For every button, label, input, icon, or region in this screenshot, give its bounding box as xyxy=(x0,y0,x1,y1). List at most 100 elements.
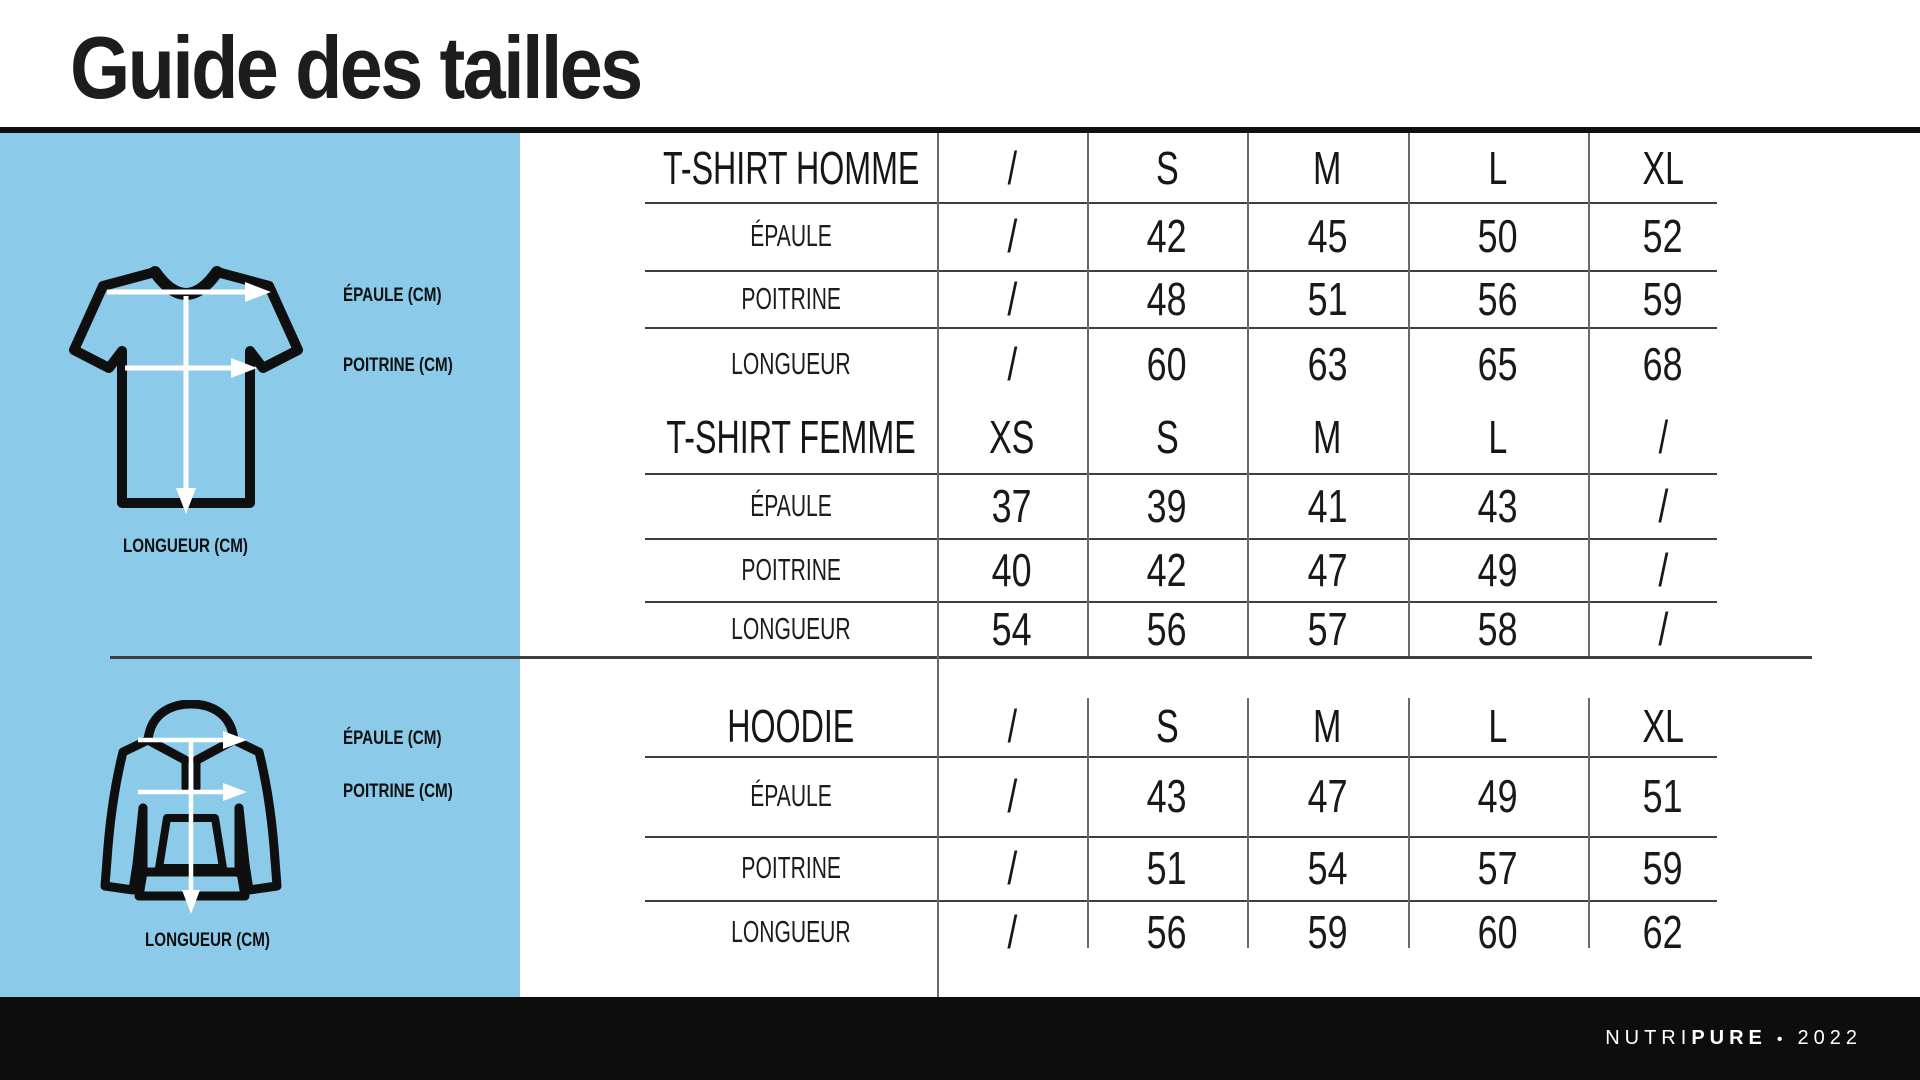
row-divider xyxy=(645,473,1717,475)
size-value: / xyxy=(1007,210,1017,262)
measure-name: POITRINE xyxy=(741,280,841,316)
column-divider xyxy=(1588,133,1590,656)
table-header-row: T-SHIRT FEMME XS S M L / xyxy=(520,400,1920,473)
table-row: LONGUEUR / 56 59 60 62 xyxy=(520,900,1920,964)
size-value: 49 xyxy=(1478,770,1518,822)
row-divider xyxy=(645,538,1717,540)
table-row: LONGUEUR / 60 63 65 68 xyxy=(520,327,1920,400)
measure-name: ÉPAULE xyxy=(750,218,832,253)
size-header: S xyxy=(1155,410,1179,463)
size-value: 54 xyxy=(992,602,1032,655)
size-value: 56 xyxy=(1147,602,1187,655)
size-header: XS xyxy=(989,410,1035,463)
column-divider xyxy=(1588,698,1590,948)
column-divider xyxy=(1408,133,1410,656)
size-header: / xyxy=(1658,410,1668,463)
hoodie-longueur-label: LONGUEUR (CM) xyxy=(145,930,270,951)
table-row: POITRINE 40 42 47 49 / xyxy=(520,538,1920,601)
size-header: L xyxy=(1488,141,1508,194)
measure-name: LONGUEUR xyxy=(731,345,851,381)
size-value: 58 xyxy=(1478,602,1518,655)
size-value: 52 xyxy=(1643,210,1683,262)
brand-wordmark: NUTRIPURE • 2022 xyxy=(1605,1027,1862,1050)
section-title: T-SHIRT HOMME xyxy=(662,141,920,194)
section-title: HOODIE xyxy=(727,700,855,752)
size-value: 48 xyxy=(1147,272,1187,325)
tshirt-epaule-label: ÉPAULE (CM) xyxy=(343,285,442,306)
table-section-tshirt-homme: T-SHIRT HOMME / S M L XL ÉPAULE / 42 45 … xyxy=(520,133,1920,400)
size-value: 63 xyxy=(1307,337,1348,390)
size-value: / xyxy=(1007,337,1017,390)
table-row: ÉPAULE 37 39 41 43 / xyxy=(520,473,1920,538)
size-value: / xyxy=(1658,543,1668,596)
row-divider xyxy=(645,327,1717,329)
footer-bar: NUTRIPURE • 2022 xyxy=(0,997,1920,1080)
column-divider xyxy=(1247,133,1249,656)
row-divider xyxy=(645,202,1717,204)
size-header: / xyxy=(1007,700,1017,752)
bullet-separator: • xyxy=(1776,1031,1788,1048)
size-value: 62 xyxy=(1643,906,1683,958)
measure-name: LONGUEUR xyxy=(731,914,851,949)
size-value: 47 xyxy=(1307,770,1348,822)
row-divider xyxy=(645,270,1717,272)
section-title: T-SHIRT FEMME xyxy=(666,410,916,463)
page-title: Guide des tailles xyxy=(70,18,643,117)
size-value: 68 xyxy=(1643,337,1683,390)
table-header-row: HOODIE / S M L XL xyxy=(520,696,1920,756)
hoodie-illustration xyxy=(100,700,282,914)
column-divider xyxy=(1408,698,1410,948)
size-value: 49 xyxy=(1478,543,1518,596)
row-divider xyxy=(645,601,1717,603)
table-row: POITRINE / 48 51 56 59 xyxy=(520,270,1920,327)
size-value: / xyxy=(1007,906,1017,958)
size-header: M xyxy=(1313,700,1342,752)
size-header: M xyxy=(1313,141,1342,194)
table-row: POITRINE / 51 54 57 59 xyxy=(520,836,1920,900)
measure-name: POITRINE xyxy=(741,850,841,885)
size-value: 43 xyxy=(1147,770,1187,822)
size-header: XL xyxy=(1642,700,1684,752)
size-value: 47 xyxy=(1307,543,1348,596)
size-value: 51 xyxy=(1307,272,1348,325)
table-row: ÉPAULE / 43 47 49 51 xyxy=(520,756,1920,836)
size-value: 60 xyxy=(1478,906,1518,958)
brand-regular: NUTRI xyxy=(1605,1027,1692,1049)
size-value: 51 xyxy=(1643,770,1683,822)
size-value: 56 xyxy=(1147,906,1187,958)
size-header: S xyxy=(1155,700,1179,752)
tshirt-poitrine-label: POITRINE (CM) xyxy=(343,355,453,376)
size-value: 65 xyxy=(1478,337,1518,390)
hoodie-epaule-label: ÉPAULE (CM) xyxy=(343,728,442,749)
size-value: 60 xyxy=(1147,337,1187,390)
size-value: 59 xyxy=(1643,842,1683,894)
size-header: M xyxy=(1313,410,1342,463)
measure-name: POITRINE xyxy=(741,551,841,587)
size-value: / xyxy=(1658,479,1668,532)
illustration-panel: ÉPAULE (CM) POITRINE (CM) LONGUEUR (CM) xyxy=(0,133,520,997)
size-value: 45 xyxy=(1307,210,1348,262)
table-section-tshirt-femme: T-SHIRT FEMME XS S M L / ÉPAULE 37 39 41… xyxy=(520,400,1920,656)
size-value: 56 xyxy=(1478,272,1518,325)
measure-name: ÉPAULE xyxy=(750,778,832,813)
table-header-row: T-SHIRT HOMME / S M L XL xyxy=(520,133,1920,202)
row-divider xyxy=(645,900,1717,902)
table-row: ÉPAULE / 42 45 50 52 xyxy=(520,202,1920,270)
size-value: / xyxy=(1007,272,1017,325)
row-divider xyxy=(645,756,1717,758)
footer-year: 2022 xyxy=(1797,1027,1862,1049)
size-header: L xyxy=(1488,410,1508,463)
size-value: 42 xyxy=(1147,543,1187,596)
row-divider xyxy=(645,836,1717,838)
size-header: / xyxy=(1007,141,1017,194)
size-value: 37 xyxy=(992,479,1032,532)
tshirt-illustration xyxy=(69,266,303,514)
table-section-hoodie: HOODIE / S M L XL ÉPAULE / 43 47 49 51 P… xyxy=(520,696,1920,964)
column-divider xyxy=(937,133,939,997)
size-value: / xyxy=(1007,770,1017,822)
header-divider-rule xyxy=(0,127,1920,133)
column-divider xyxy=(1087,133,1089,656)
size-value: 40 xyxy=(992,543,1032,596)
size-value: 57 xyxy=(1307,602,1348,655)
